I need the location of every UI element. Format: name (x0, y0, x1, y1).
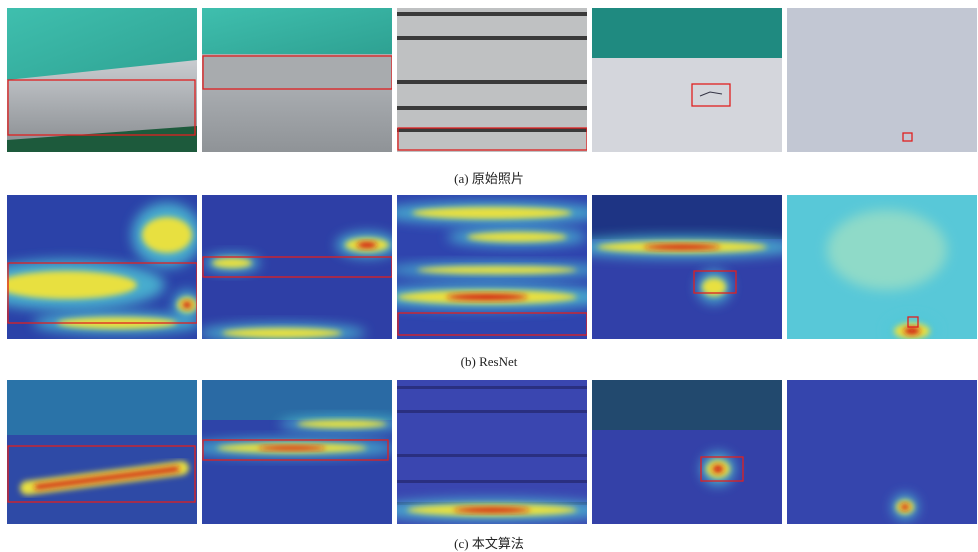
panel-content (0, 195, 202, 339)
rail (397, 480, 587, 483)
image-panel (373, 380, 611, 524)
heat-blob (297, 420, 387, 428)
heat-blob (467, 232, 567, 242)
panel-content (7, 380, 197, 524)
heat-blob (412, 207, 572, 219)
rail (397, 454, 587, 457)
heat-blob (142, 217, 192, 253)
heat-blob (357, 242, 377, 248)
panel-content (787, 8, 977, 152)
panel-content (198, 195, 398, 342)
rail (397, 106, 587, 110)
heat-blob (713, 465, 724, 473)
rail (397, 410, 587, 413)
image-panel (592, 380, 782, 524)
heat-blob (212, 258, 252, 268)
rect (787, 380, 977, 524)
rect (592, 8, 782, 58)
heat-blob (904, 327, 920, 334)
image-panel (7, 8, 197, 152)
heat-blob (644, 244, 721, 249)
rail (397, 36, 587, 40)
rect (202, 380, 392, 420)
image-panel (787, 195, 977, 345)
rect (202, 8, 392, 54)
panel-content (563, 195, 801, 339)
figure: (a) 原始照片 (b) ResNet (c) 本文算法 (0, 0, 978, 552)
rect (202, 54, 392, 90)
image-panel (202, 8, 392, 152)
panel-content (361, 195, 613, 339)
rect (787, 8, 977, 152)
image-panel (0, 195, 202, 339)
heat-blob (827, 210, 947, 290)
rect (592, 195, 782, 239)
image-panel (592, 8, 782, 152)
heat-blob (454, 507, 531, 512)
rail (397, 80, 587, 84)
panel-content (7, 8, 197, 152)
rect (592, 380, 782, 430)
heat-blob (417, 266, 577, 274)
panel-content (592, 380, 782, 524)
heat-blob (183, 301, 192, 308)
panel-content (373, 380, 611, 524)
image-panel (7, 380, 197, 524)
image-panel (187, 380, 405, 524)
rect (7, 380, 197, 435)
image-panel (361, 195, 613, 339)
heat-blob (0, 271, 137, 299)
panel-content (187, 380, 405, 524)
page: {"figure": {"rows": [ {"caption": "(a) 原… (0, 0, 978, 552)
panel-content (787, 380, 977, 524)
caption: (a) 原始照片 (454, 171, 524, 186)
image-panel (787, 8, 977, 152)
rail (397, 12, 587, 16)
caption: (b) ResNet (461, 354, 518, 369)
rail (397, 386, 587, 389)
panel-content (397, 8, 587, 152)
panel-content (592, 8, 782, 152)
panel-content (787, 195, 977, 345)
heat-blob (222, 328, 342, 338)
caption: (c) 本文算法 (454, 536, 524, 551)
heat-blob (901, 504, 909, 510)
heat-blob (258, 446, 326, 451)
panel-content (202, 8, 392, 152)
heat-blob (447, 294, 528, 300)
image-panel (397, 8, 587, 152)
image-panel (563, 195, 801, 339)
image-panel (198, 195, 398, 342)
image-panel (787, 380, 977, 524)
